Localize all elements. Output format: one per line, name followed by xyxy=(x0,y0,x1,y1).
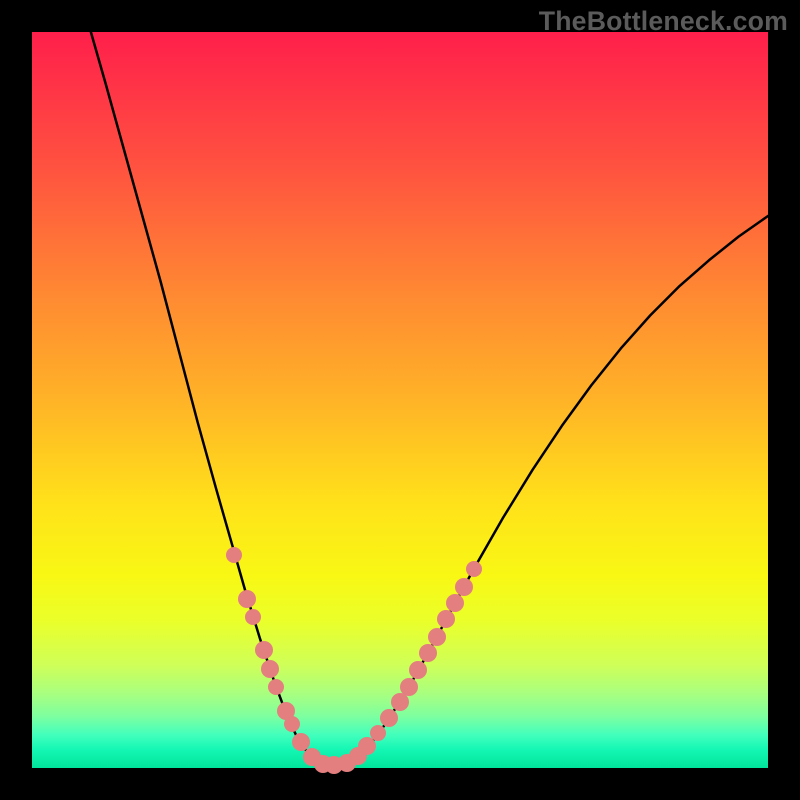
data-marker xyxy=(255,641,273,659)
data-marker xyxy=(238,590,256,608)
data-marker xyxy=(245,609,261,625)
data-marker xyxy=(437,610,455,628)
data-marker xyxy=(409,661,427,679)
plot-area xyxy=(32,32,768,768)
data-marker xyxy=(261,660,279,678)
chart-frame: TheBottleneck.com xyxy=(0,0,800,800)
data-marker xyxy=(268,679,284,695)
data-marker xyxy=(226,547,242,563)
data-marker xyxy=(455,578,473,596)
data-marker xyxy=(284,716,300,732)
data-marker xyxy=(400,678,418,696)
watermark-text: TheBottleneck.com xyxy=(539,6,788,37)
data-marker xyxy=(380,709,398,727)
data-marker xyxy=(466,561,482,577)
data-marker xyxy=(370,725,386,741)
data-marker xyxy=(446,594,464,612)
data-marker xyxy=(419,644,437,662)
markers-layer xyxy=(32,32,768,768)
data-marker xyxy=(428,628,446,646)
